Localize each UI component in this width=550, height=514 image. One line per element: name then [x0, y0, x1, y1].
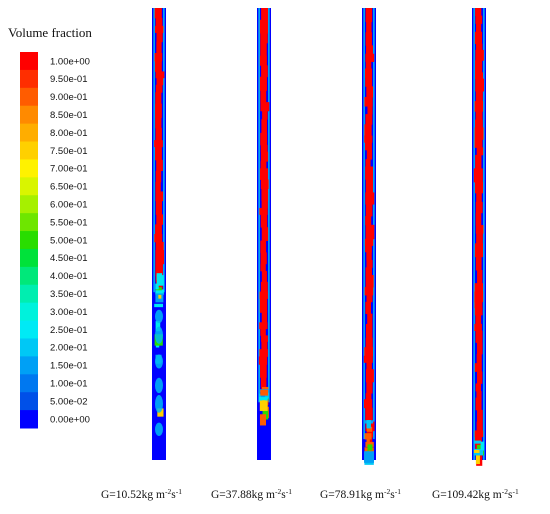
colorbar-tick-label: 5.00e-02 — [50, 396, 88, 407]
colorbar-swatch — [20, 105, 38, 125]
case-label: G=37.88kg m-2s-1 — [211, 487, 292, 501]
colorbar-swatch — [20, 302, 38, 322]
case-label: G=78.91kg m-2s-1 — [320, 487, 401, 501]
colorbar-tick-label: 3.00e-01 — [50, 307, 88, 318]
case-labels: G=10.52kg m-2s-1 G=37.88kg m-2s-1 G=78.91k… — [101, 487, 519, 501]
colorbar-tick-label: 9.00e-01 — [50, 92, 88, 103]
tube-contour — [152, 8, 166, 460]
colorbar-swatch — [20, 231, 38, 250]
colorbar-tick-label: 8.00e-01 — [50, 128, 88, 139]
colorbar-tick-label: 3.50e-01 — [50, 289, 88, 300]
colorbar-swatch — [20, 248, 38, 268]
colorbar-tick-label: 5.00e-01 — [50, 235, 88, 246]
colorbar-tick-label: 6.50e-01 — [50, 182, 88, 193]
colorbar-tick-label: 5.50e-01 — [50, 217, 88, 228]
colorbar-swatch — [20, 213, 38, 232]
tube-contour — [362, 8, 376, 465]
case-label: G=10.52kg m-2s-1 — [101, 487, 182, 501]
colorbar-tick-label: 2.50e-01 — [50, 325, 88, 336]
colorbar-tick-label: 8.50e-01 — [50, 110, 88, 121]
colorbar-swatch — [20, 141, 38, 160]
colorbar-tick-label: 0.00e+00 — [50, 414, 90, 425]
colorbar-tick-label: 6.00e-01 — [50, 199, 88, 210]
colorbar-tick-label: 7.50e-01 — [50, 146, 88, 157]
colorbar-swatch — [20, 374, 38, 393]
colorbar-tick-label: 9.50e-01 — [50, 74, 88, 85]
colorbar-swatch — [20, 410, 38, 429]
colorbar-swatch — [20, 159, 38, 178]
colorbar-tick-label: 7.00e-01 — [50, 164, 88, 175]
colorbar-swatch — [20, 338, 38, 357]
colorbar-tick-label: 4.50e-01 — [50, 253, 88, 264]
colorbar-swatch — [20, 123, 38, 143]
tube-contours — [152, 8, 486, 466]
colorbar-swatch — [20, 195, 38, 214]
tube-contour — [257, 8, 271, 460]
colorbar-swatch — [20, 52, 38, 71]
colorbar-tick-label: 1.00e+00 — [50, 56, 90, 67]
colorbar-tick-label: 2.00e-01 — [50, 343, 88, 354]
colorbar-tick-label: 4.00e-01 — [50, 271, 88, 282]
colorbar-swatch — [20, 87, 38, 107]
colorbar-tick-label: 1.50e-01 — [50, 361, 88, 372]
colorbar-swatch — [20, 177, 38, 196]
case-label: G=109.42kg m-2s-1 — [432, 487, 519, 501]
colorbar-swatch — [20, 392, 38, 411]
colorbar-tick-label: 1.00e-01 — [50, 379, 88, 390]
colorbar-swatch — [20, 69, 38, 89]
colorbar-swatch — [20, 266, 38, 286]
colorbar-swatch — [20, 320, 38, 339]
colorbar-swatch — [20, 284, 38, 304]
colorbar-swatch — [20, 356, 38, 375]
colorbar-title: Volume fraction — [8, 25, 92, 40]
tube-contour — [472, 8, 486, 466]
colorbar-legend: 1.00e+00 9.50e-01 9.00e-01 8.50e-01 8.00e-01… — [20, 52, 90, 429]
